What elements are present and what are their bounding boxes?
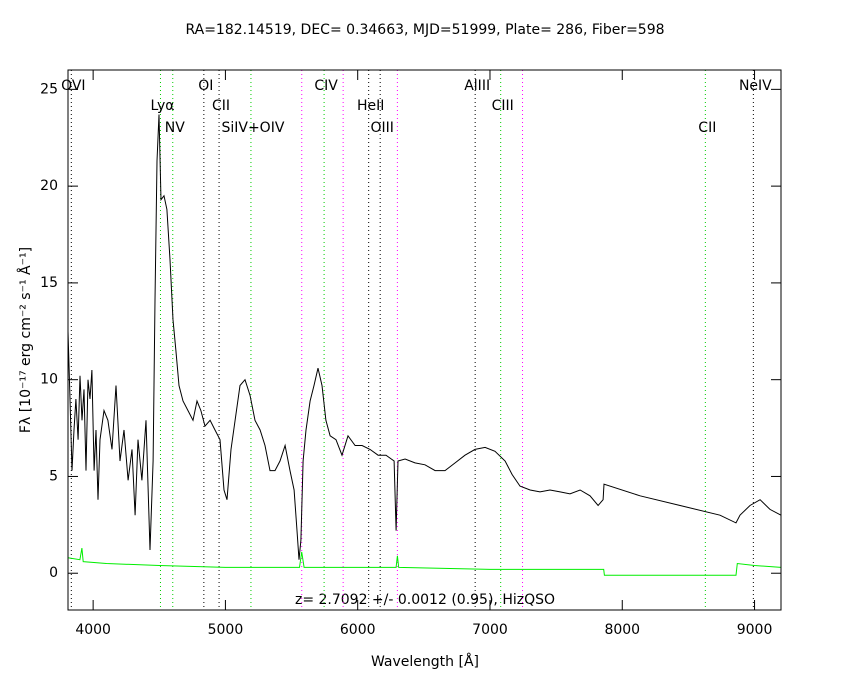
x-axis-label: Wavelength [Å] xyxy=(371,653,479,670)
x-tick-label: 8000 xyxy=(604,622,640,638)
y-tick-label: 0 xyxy=(49,565,58,581)
y-tick-label: 20 xyxy=(40,178,58,194)
chart-title: RA=182.14519, DEC= 0.34663, MJD=51999, P… xyxy=(185,22,664,38)
x-tick-label: 9000 xyxy=(737,622,773,638)
line-label: AlIII xyxy=(464,78,490,94)
y-tick-label: 10 xyxy=(40,372,58,388)
line-label: HeII xyxy=(357,98,384,114)
line-label: CII xyxy=(212,98,230,114)
line-label: CIV xyxy=(314,78,338,94)
plot-frame xyxy=(67,69,782,611)
flux-line xyxy=(67,114,782,560)
line-label: OI xyxy=(198,78,213,94)
line-label: Lyα xyxy=(150,98,174,114)
x-tick-label: 5000 xyxy=(208,622,244,638)
line-label: NeIV xyxy=(739,78,772,94)
line-label: CII xyxy=(698,120,716,136)
y-tick-label: 25 xyxy=(40,81,58,97)
x-tick-label: 4000 xyxy=(75,622,111,638)
line-label: OVI xyxy=(61,78,85,94)
line-label: NV xyxy=(165,120,185,136)
x-tick-label: 7000 xyxy=(472,622,508,638)
x-tick-label: 6000 xyxy=(340,622,376,638)
y-tick-label: 15 xyxy=(40,275,58,291)
line-label: SiIV+OIV xyxy=(221,120,284,136)
annotation: z= 2.7092 +/- 0.0012 (0.95), HizQSO xyxy=(295,592,555,608)
y-tick-label: 5 xyxy=(49,468,58,484)
y-axis-label: Fλ [10⁻¹⁷ erg cm⁻² s⁻¹ Å⁻¹] xyxy=(17,247,34,433)
line-label: CIII xyxy=(492,98,514,114)
error-line xyxy=(67,548,782,576)
line-label: OIII xyxy=(370,120,393,136)
